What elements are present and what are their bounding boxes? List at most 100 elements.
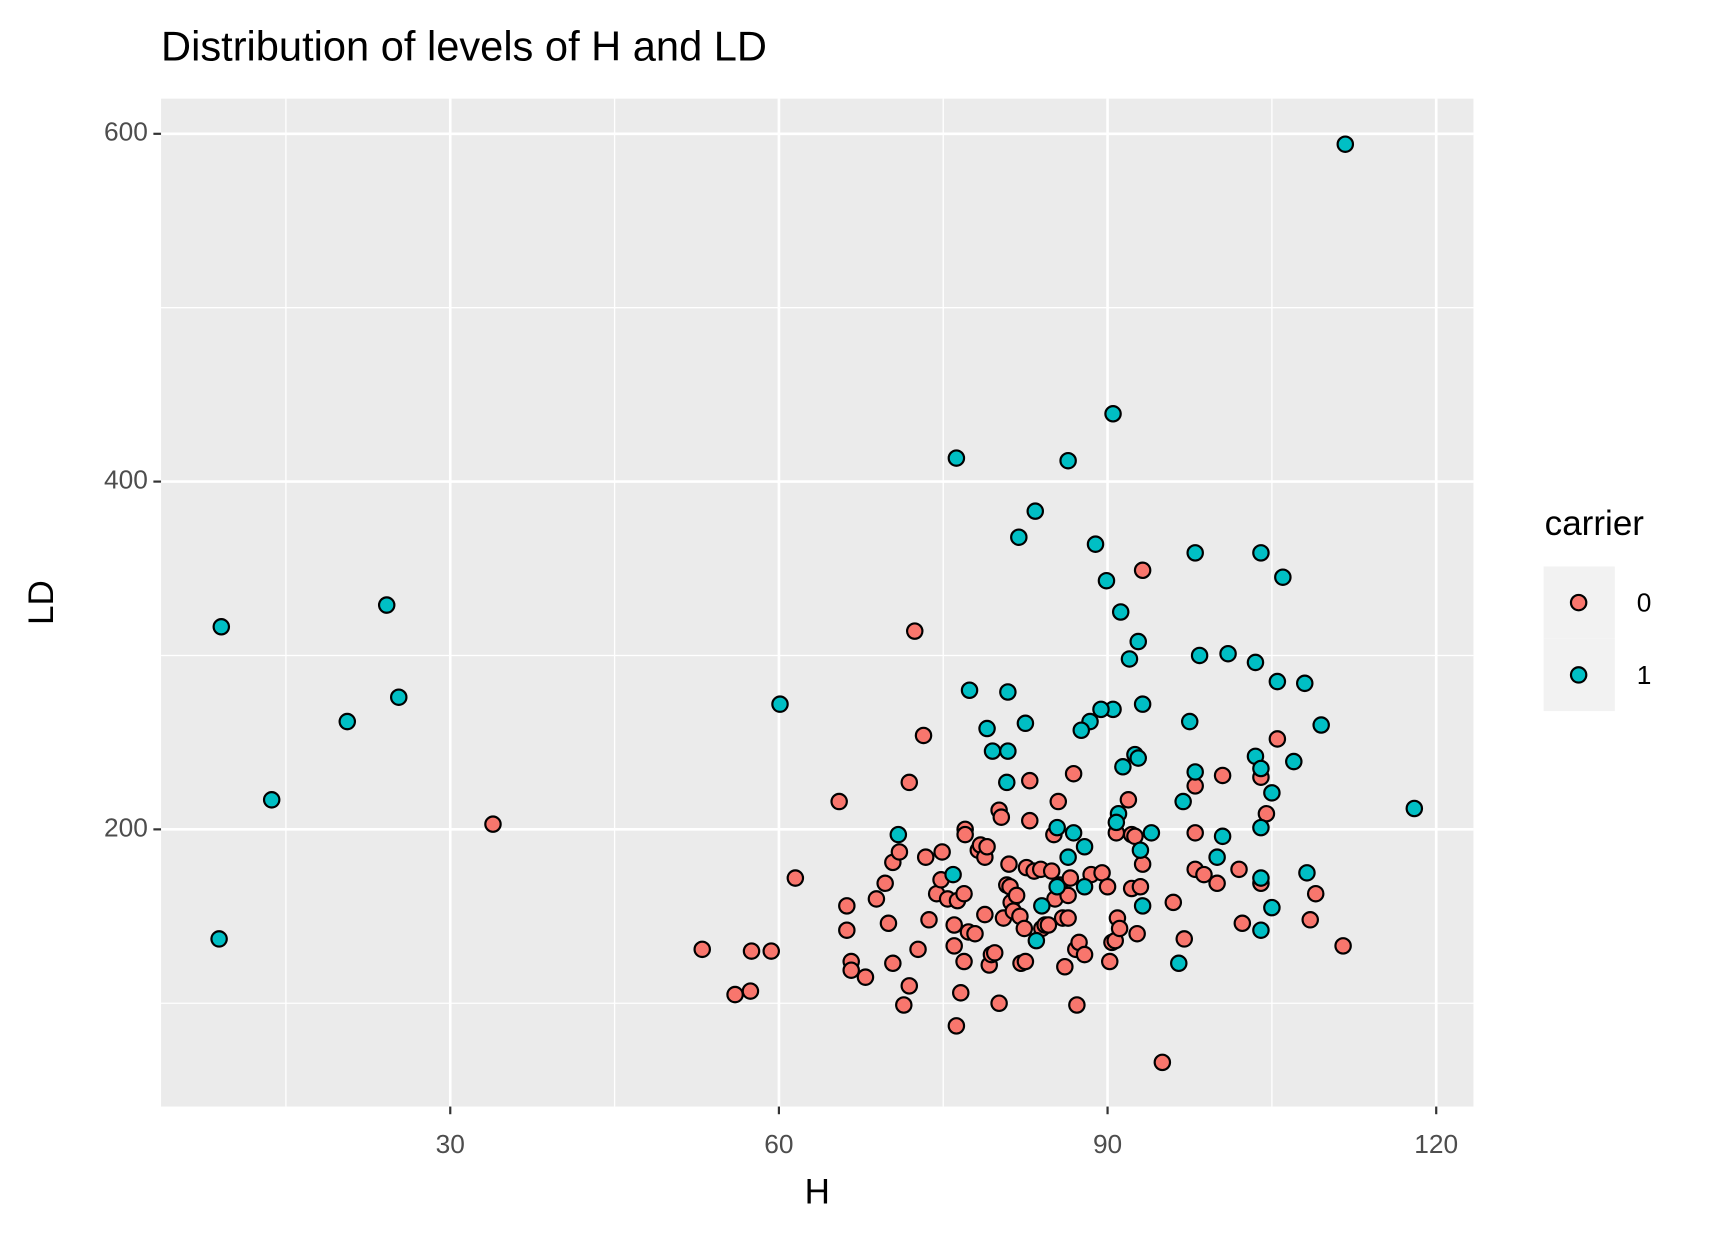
point [1230,860,1248,879]
point [1195,865,1213,884]
legend-marker [1569,666,1588,684]
point [1208,874,1226,893]
point [960,681,979,700]
point [1131,841,1150,859]
y-axis-title: LD [22,580,61,625]
point [1301,911,1319,929]
point [990,994,1008,1013]
point [1190,646,1209,665]
point [916,848,935,866]
point [920,911,938,929]
point [1252,544,1270,562]
point [1075,877,1094,896]
point [1111,603,1130,621]
point [1016,714,1035,733]
point [1059,451,1077,470]
point [1092,700,1110,719]
point [1059,848,1077,866]
point [1119,791,1138,809]
point [1133,561,1152,580]
point [726,985,744,1004]
point [1059,909,1077,927]
point [905,622,924,640]
point [983,742,1002,760]
legend-label: 0 [1637,588,1652,618]
point [1213,766,1232,785]
point [999,683,1017,701]
point [889,825,908,844]
point [1252,759,1270,778]
point [933,843,951,861]
point [1010,528,1028,546]
point [1133,855,1152,873]
point [978,719,996,738]
point [1153,1053,1172,1072]
point [830,792,848,811]
point [1129,749,1148,767]
point [1312,716,1330,734]
point [742,942,761,960]
point [262,791,281,809]
point [952,984,970,1002]
point [762,942,781,960]
chart-title: Distribution of levels of H and LD [161,22,767,69]
point [879,914,898,933]
point [1213,827,1232,846]
point [1208,848,1226,866]
point [1285,752,1303,771]
point [1263,784,1281,802]
x-tick-label: 90 [1093,1129,1122,1159]
point [1061,869,1080,887]
point [1170,954,1188,973]
point [867,890,886,908]
point [1164,893,1183,912]
point [1064,764,1083,783]
point [909,940,927,959]
legend-label: 1 [1637,660,1652,690]
point [999,742,1017,760]
point [1336,135,1355,154]
point [1252,869,1270,887]
point [1233,914,1252,933]
point [914,726,933,745]
point [876,874,894,893]
point [771,695,789,713]
point [1000,855,1018,873]
y-tick-label: 400 [104,465,148,495]
point [1142,824,1161,842]
point [1086,535,1105,553]
point [1042,862,1061,880]
point [1039,916,1058,934]
point [693,940,711,959]
point [998,773,1016,792]
point [1295,674,1314,693]
point [1026,502,1045,520]
point [985,944,1004,962]
point [212,618,231,636]
point [956,825,974,844]
point [1268,730,1287,748]
legend-title: carrier [1545,504,1645,543]
legend-marker [1569,593,1588,612]
point [1263,898,1281,917]
point [1128,924,1146,943]
point [1007,886,1026,905]
point [966,924,984,943]
point [1133,695,1152,713]
point [955,952,973,971]
point [976,905,994,924]
x-tick-label: 60 [764,1129,793,1159]
point [1107,813,1126,832]
point [1064,824,1083,842]
point [390,688,408,706]
point [1186,544,1204,562]
point [1104,405,1122,423]
x-tick-label: 30 [436,1129,465,1159]
x-tick-label: 120 [1414,1129,1458,1159]
point [1274,568,1292,586]
point [1180,712,1199,731]
point [210,930,228,948]
point [741,982,760,1000]
point [1405,799,1424,818]
